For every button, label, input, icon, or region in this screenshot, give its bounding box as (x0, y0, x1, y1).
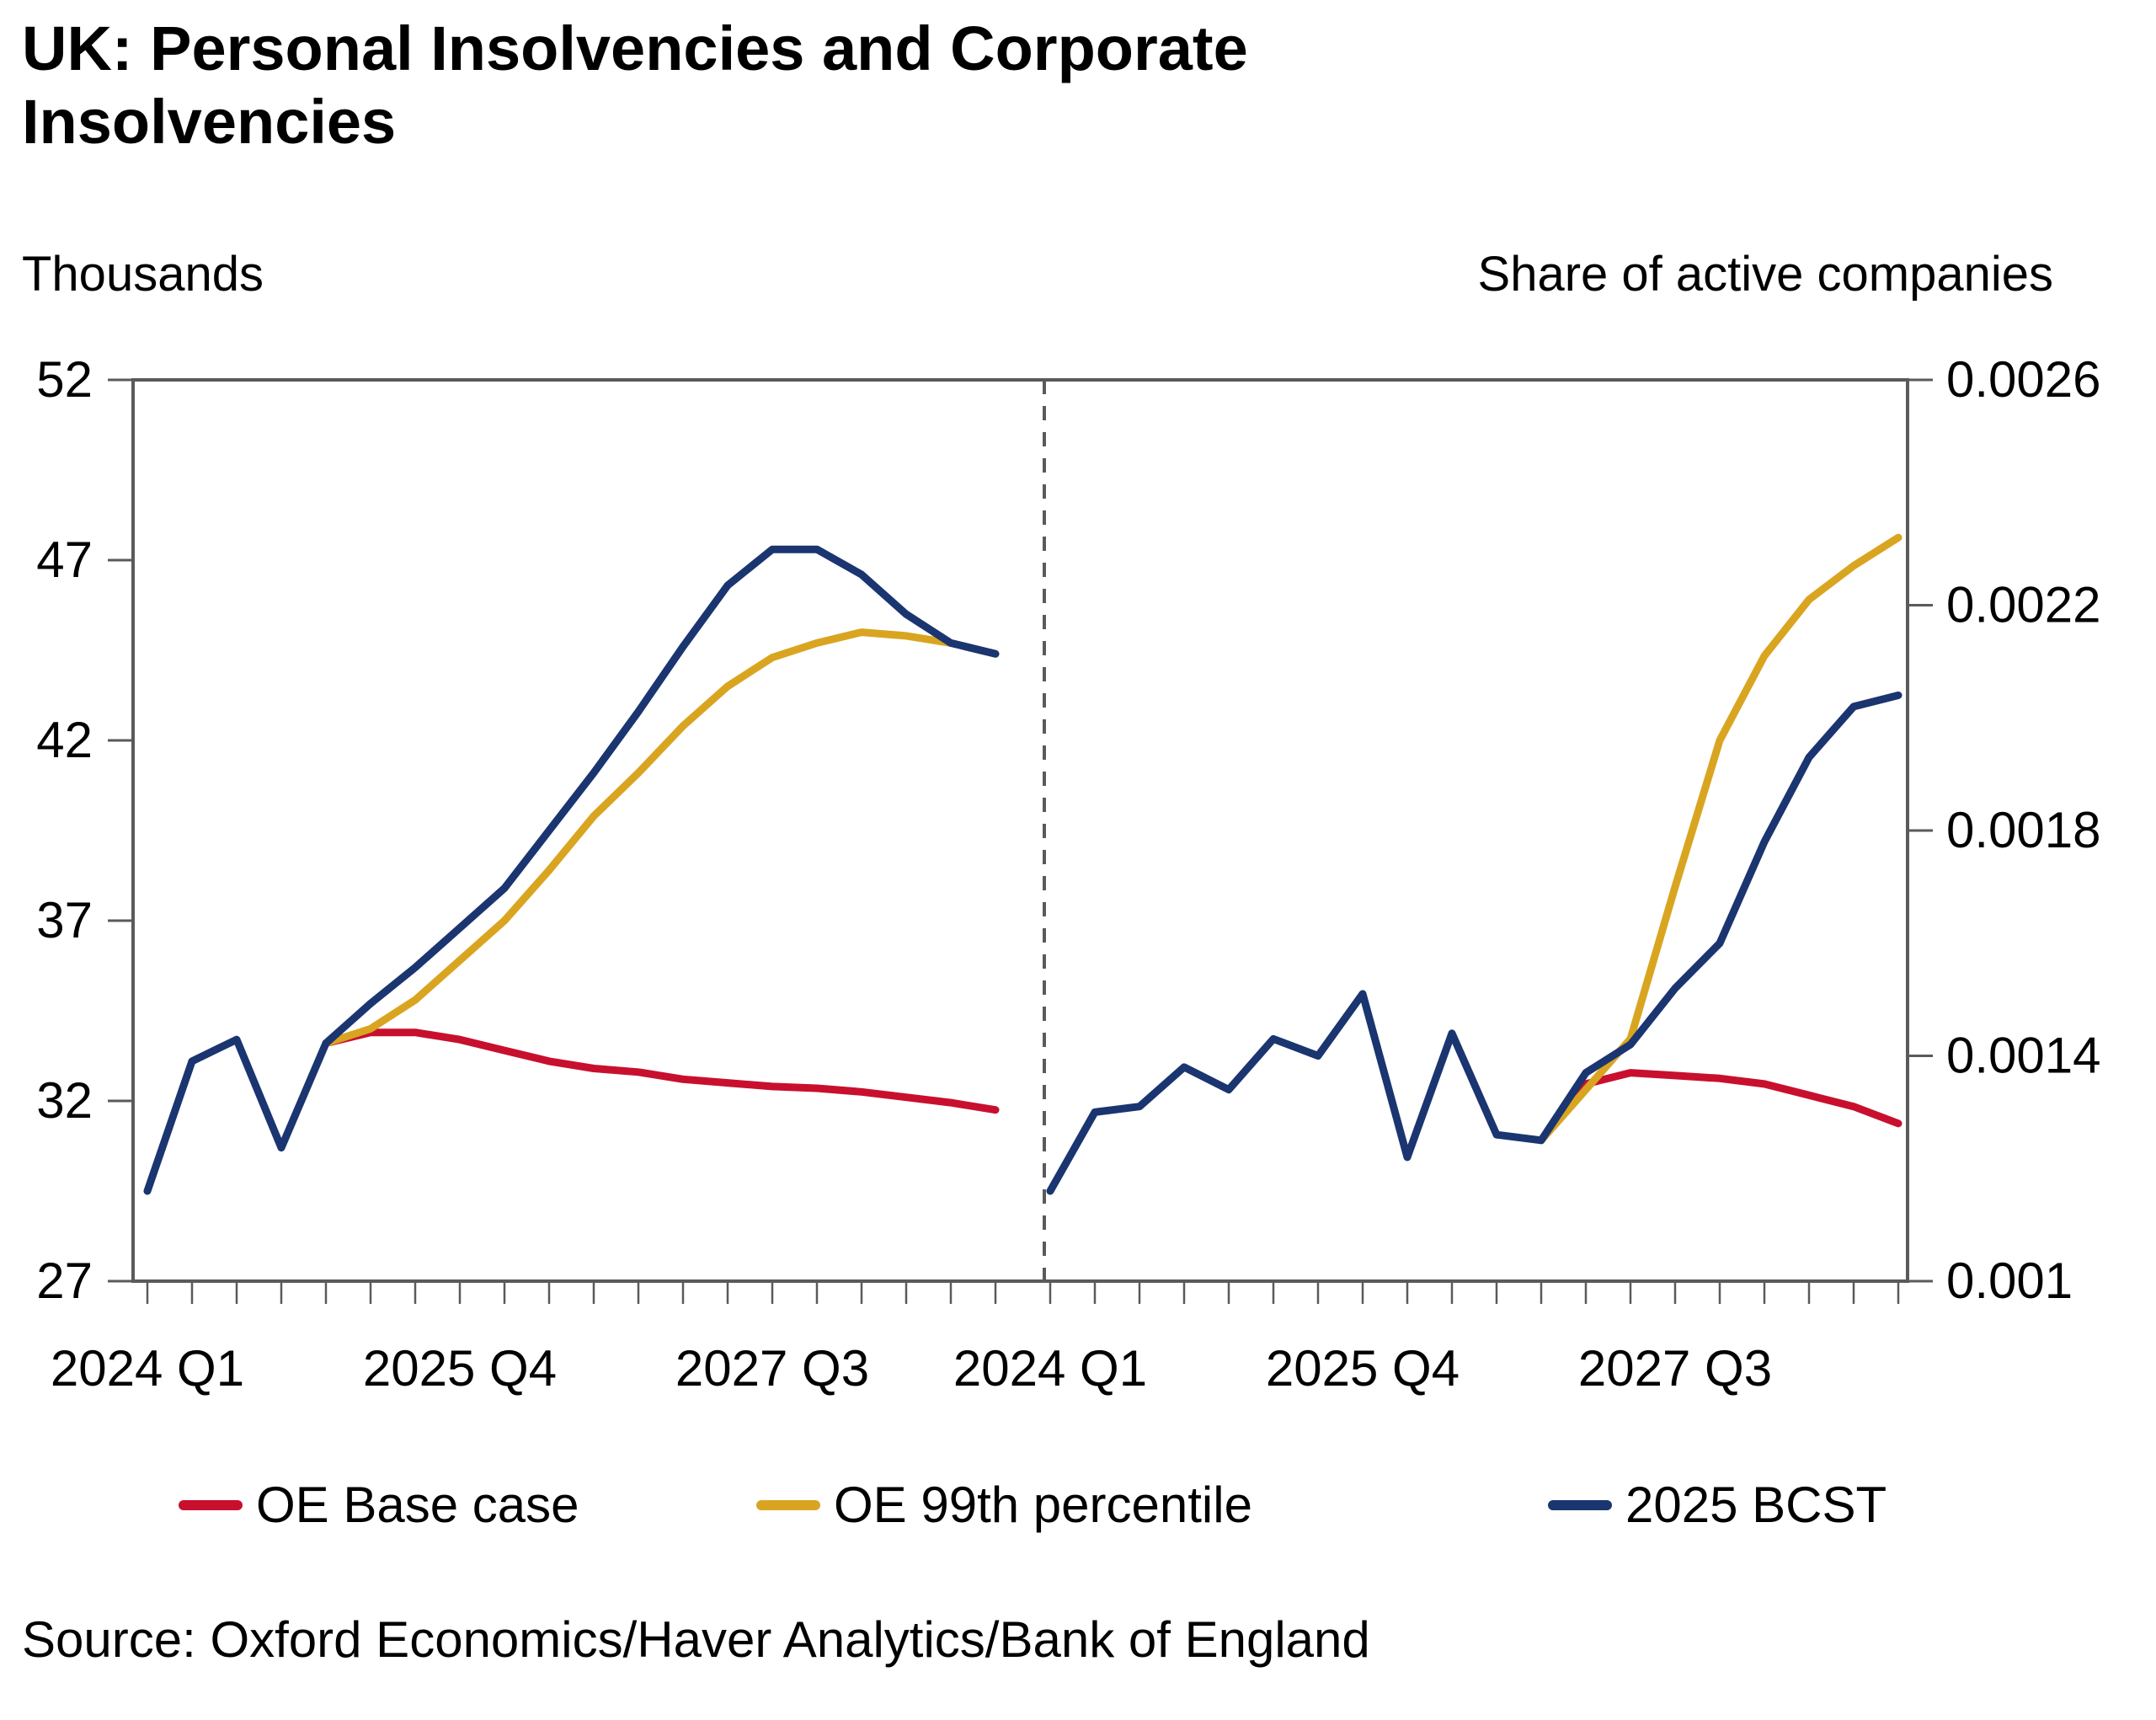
left-y-tick-label: 27 (36, 1253, 93, 1309)
series-line-2025-bcst-personal-insolvencies (143, 545, 1000, 1195)
right-y-tick-label: 0.0018 (1946, 802, 2101, 858)
title-line-2: Insolvencies (22, 87, 397, 158)
legend-label-2025-bcst: 2025 BCST (1625, 1477, 1887, 1533)
series-line-2025-bcst-corporate-insolvencies (1046, 692, 1903, 1195)
right-y-tick-label: 0.0014 (1946, 1028, 2101, 1084)
legend-item-oe-base-case: OE Base case (179, 1476, 579, 1534)
left-y-tick-label: 32 (36, 1072, 93, 1129)
left-axis-unit-label: Thousands (22, 247, 264, 302)
title-line-1: UK: Personal Insolvencies and Corporate (22, 13, 1248, 83)
left-y-tick-label: 42 (36, 712, 93, 768)
x-tick-label: 2025 Q4 (1266, 1340, 1460, 1397)
left-y-tick-label: 47 (36, 531, 93, 588)
legend-swatch-navy (1548, 1499, 1612, 1510)
x-tick-label: 2027 Q3 (1578, 1340, 1772, 1397)
source-note: Source: Oxford Economics/Haver Analytics… (22, 1611, 1370, 1668)
right-y-tick-label: 0.0022 (1946, 577, 2101, 633)
x-tick-label: 2024 Q1 (51, 1340, 244, 1397)
series-line-oe-99th-percentile-personal-insolvencies (322, 628, 1000, 1047)
x-tick-label: 2027 Q3 (675, 1340, 869, 1397)
legend-label-oe-99th-percentile: OE 99th percentile (834, 1477, 1252, 1533)
left-y-tick-label: 37 (36, 892, 93, 948)
legend-item-2025-bcst: 2025 BCST (1548, 1476, 1886, 1534)
series-line-oe-99th-percentile-corporate-insolvencies (1537, 533, 1903, 1145)
plot-border (131, 378, 1909, 1283)
x-tick-label: 2024 Q1 (953, 1340, 1147, 1397)
legend-item-oe-99th-percentile: OE 99th percentile (756, 1476, 1252, 1534)
x-tick-label: 2025 Q4 (363, 1340, 557, 1397)
series-line-oe-base-case-personal-insolvencies (322, 1028, 1000, 1114)
series-line-oe-base-case-corporate-insolvencies (1537, 1069, 1903, 1145)
right-y-tick-label: 0.001 (1946, 1253, 2073, 1309)
legend-swatch-red (179, 1499, 243, 1510)
page-title: UK: Personal Insolvencies and Corporate … (22, 12, 1302, 159)
legend-label-oe-base-case: OE Base case (256, 1477, 579, 1533)
left-y-tick-label: 52 (36, 351, 93, 408)
right-axis-unit-label: Share of active companies (1477, 247, 2053, 302)
legend-swatch-gold (756, 1499, 820, 1510)
right-y-tick-label: 0.0026 (1946, 351, 2101, 408)
